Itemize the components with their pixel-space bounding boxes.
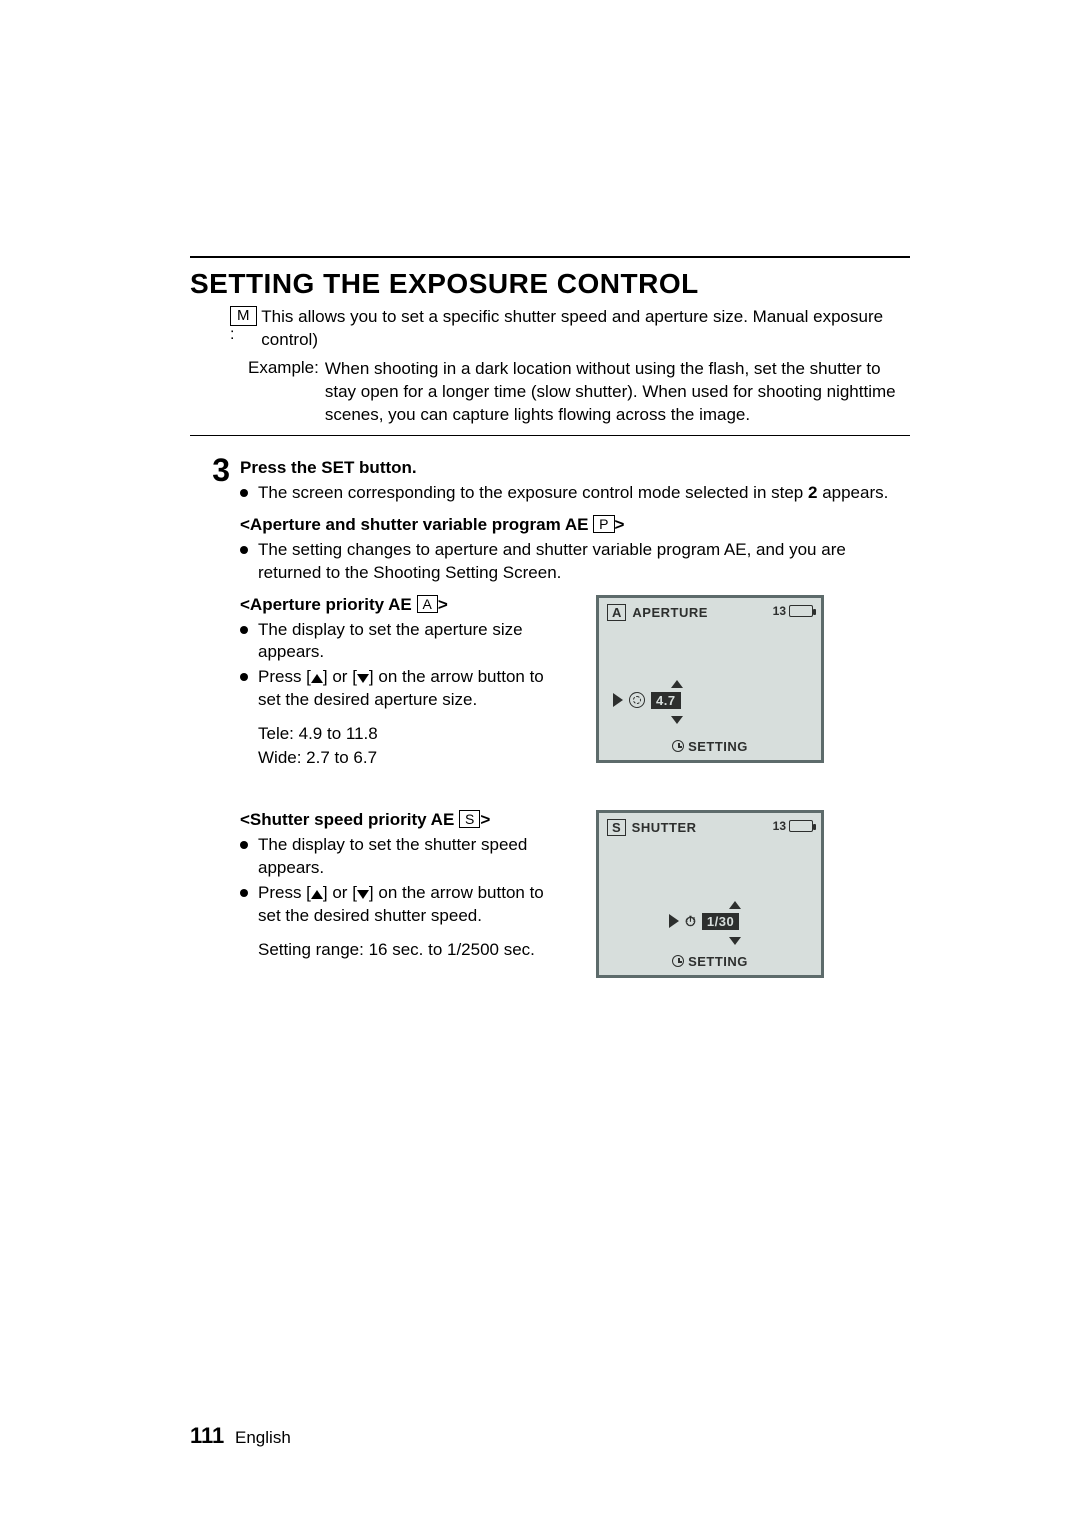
lcd-bottom-label: SETTING xyxy=(688,954,748,969)
step-heading: Press the SET button. xyxy=(240,458,910,478)
example-text: When shooting in a dark location without… xyxy=(325,358,910,427)
aperture-wide-range: Wide: 2.7 to 6.7 xyxy=(258,746,560,770)
aperture-lcd-screen: A APERTURE 13 4.7 xyxy=(596,595,824,763)
lcd-aperture-value: 4.7 xyxy=(651,692,681,709)
step-bullet-1: The screen corresponding to the exposure… xyxy=(240,482,910,505)
page-language: English xyxy=(235,1428,291,1447)
aperture-ae-bullet-2: Press [] or [] on the arrow button to se… xyxy=(240,666,560,712)
lcd-down-arrow-icon xyxy=(729,937,741,945)
lcd-down-arrow-icon xyxy=(671,716,683,724)
lcd-up-arrow-icon xyxy=(729,901,741,909)
shutter-ae-bullet-2: Press [] or [] on the arrow button to se… xyxy=(240,882,560,928)
lcd-mode-symbol: A xyxy=(607,604,626,621)
shutter-ae-heading: <Shutter speed priority AE S> xyxy=(240,810,560,830)
shutter-setting-range: Setting range: 16 sec. to 1/2500 sec. xyxy=(258,938,560,962)
example-block: Example: When shooting in a dark locatio… xyxy=(248,358,910,427)
battery-icon xyxy=(789,820,813,832)
lcd-mode-label: SHUTTER xyxy=(632,820,697,835)
aperture-icon xyxy=(629,692,645,708)
mode-symbol-p: P xyxy=(593,515,614,533)
shutter-ae-bullet-1: The display to set the shutter speed app… xyxy=(240,834,560,880)
clock-icon xyxy=(672,740,684,752)
lcd-mode-label: APERTURE xyxy=(632,605,708,620)
lcd-bottom-label: SETTING xyxy=(688,739,748,754)
aperture-tele-range: Tele: 4.9 to 11.8 xyxy=(258,722,560,746)
mode-symbol-m: M xyxy=(230,306,257,326)
page-number: 111 xyxy=(190,1423,224,1448)
play-icon xyxy=(613,693,623,707)
up-arrow-icon xyxy=(311,890,323,899)
timer-icon: ⏱ xyxy=(685,913,696,930)
lcd-up-arrow-icon xyxy=(671,680,683,688)
mode-symbol-s: S xyxy=(459,810,480,828)
program-ae-bullet-1: The setting changes to aperture and shut… xyxy=(240,539,910,585)
aperture-ae-heading: <Aperture priority AE A> xyxy=(240,595,560,615)
step-number: 3 xyxy=(190,454,230,978)
manual-mode-block: M: This allows you to set a specific shu… xyxy=(230,306,910,352)
step-3: 3 Press the SET button. The screen corre… xyxy=(190,454,910,978)
up-arrow-icon xyxy=(311,674,323,683)
lcd-counter: 13 xyxy=(773,604,786,618)
aperture-ae-bullet-1: The display to set the aperture size app… xyxy=(240,619,560,665)
manual-mode-text: This allows you to set a specific shutte… xyxy=(261,306,910,352)
page-title: SETTING THE EXPOSURE CONTROL xyxy=(190,268,910,300)
battery-icon xyxy=(789,605,813,617)
page-footer: 111 English xyxy=(190,1423,291,1449)
clock-icon xyxy=(672,955,684,967)
mode-symbol-a: A xyxy=(417,595,438,613)
lcd-shutter-value: 1/30 xyxy=(702,913,739,930)
shutter-lcd-screen: S SHUTTER 13 ⏱ 1/30 xyxy=(596,810,824,978)
down-arrow-icon xyxy=(357,674,369,683)
example-label: Example: xyxy=(248,358,319,427)
lcd-counter: 13 xyxy=(773,819,786,833)
down-arrow-icon xyxy=(357,890,369,899)
lcd-mode-symbol: S xyxy=(607,819,626,836)
program-ae-heading: <Aperture and shutter variable program A… xyxy=(240,515,910,535)
play-icon xyxy=(669,914,679,928)
